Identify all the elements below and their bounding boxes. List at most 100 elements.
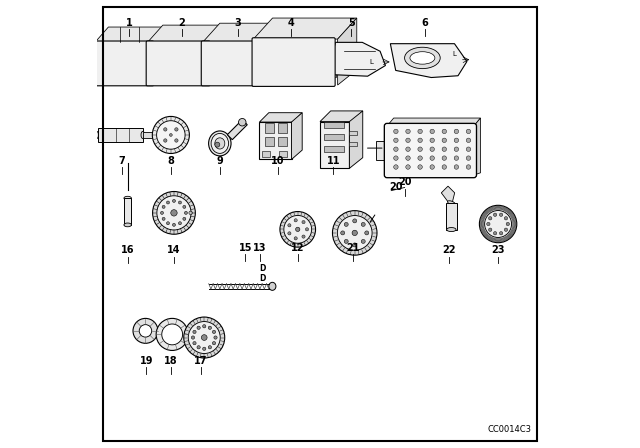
Bar	[185, 332, 195, 337]
Text: 17: 17	[195, 356, 208, 366]
Polygon shape	[387, 118, 481, 126]
Polygon shape	[390, 44, 467, 78]
Circle shape	[288, 224, 291, 227]
Circle shape	[430, 156, 435, 160]
Polygon shape	[259, 113, 302, 122]
Circle shape	[442, 165, 447, 169]
Ellipse shape	[141, 131, 145, 138]
Circle shape	[418, 138, 422, 142]
Circle shape	[280, 211, 316, 247]
Text: 6: 6	[421, 18, 428, 28]
Circle shape	[162, 217, 165, 220]
Text: 20: 20	[398, 177, 412, 188]
Circle shape	[288, 232, 291, 235]
Circle shape	[430, 138, 435, 142]
Circle shape	[361, 239, 365, 243]
Circle shape	[208, 326, 211, 329]
Circle shape	[294, 237, 298, 240]
Bar	[287, 56, 298, 66]
Bar	[124, 198, 131, 225]
Circle shape	[467, 156, 470, 160]
Circle shape	[175, 139, 178, 142]
Circle shape	[430, 147, 435, 151]
Bar	[271, 44, 282, 53]
Circle shape	[157, 121, 185, 149]
Bar	[163, 50, 209, 77]
Circle shape	[284, 215, 312, 243]
Circle shape	[484, 211, 511, 237]
Circle shape	[183, 217, 186, 220]
Polygon shape	[349, 111, 363, 168]
Circle shape	[162, 205, 165, 208]
Circle shape	[454, 156, 459, 160]
Circle shape	[493, 213, 497, 216]
Bar	[303, 44, 315, 53]
Circle shape	[344, 239, 348, 243]
Bar	[278, 137, 287, 146]
Circle shape	[430, 165, 435, 169]
Circle shape	[467, 165, 470, 169]
Text: 23: 23	[492, 245, 505, 255]
Polygon shape	[158, 27, 172, 85]
Text: 7: 7	[118, 156, 125, 166]
Circle shape	[197, 326, 200, 329]
Text: 19: 19	[140, 356, 153, 366]
Circle shape	[418, 147, 422, 151]
Circle shape	[488, 228, 492, 232]
Polygon shape	[203, 23, 291, 43]
Circle shape	[394, 147, 398, 151]
Text: D: D	[259, 274, 266, 283]
Text: D: D	[259, 264, 266, 273]
Circle shape	[430, 129, 435, 134]
Circle shape	[152, 116, 189, 154]
Circle shape	[202, 335, 207, 340]
Circle shape	[442, 129, 447, 134]
Circle shape	[179, 222, 182, 225]
Circle shape	[152, 191, 195, 234]
Circle shape	[340, 231, 345, 235]
Circle shape	[442, 156, 447, 160]
Circle shape	[454, 147, 459, 151]
Circle shape	[394, 138, 398, 142]
Circle shape	[156, 319, 188, 350]
Ellipse shape	[447, 228, 456, 232]
Text: 2: 2	[179, 18, 186, 28]
Circle shape	[184, 211, 188, 214]
Text: 21: 21	[347, 243, 360, 253]
Bar	[216, 50, 273, 77]
Circle shape	[188, 322, 220, 353]
Circle shape	[191, 336, 195, 339]
Bar	[166, 56, 177, 71]
Bar	[248, 56, 257, 71]
Bar	[319, 56, 331, 66]
Circle shape	[140, 325, 152, 337]
FancyBboxPatch shape	[146, 41, 210, 86]
Ellipse shape	[135, 51, 145, 72]
Polygon shape	[227, 120, 247, 140]
Circle shape	[467, 147, 470, 151]
Text: 10: 10	[271, 156, 284, 166]
Circle shape	[418, 129, 422, 134]
Circle shape	[499, 213, 503, 216]
Circle shape	[353, 219, 356, 223]
Circle shape	[337, 215, 372, 250]
Circle shape	[344, 222, 348, 226]
Ellipse shape	[404, 47, 440, 69]
Bar	[349, 142, 357, 146]
Polygon shape	[474, 118, 481, 175]
Polygon shape	[326, 43, 385, 76]
Polygon shape	[338, 18, 356, 85]
Text: 11: 11	[326, 156, 340, 166]
Bar	[271, 56, 282, 66]
Ellipse shape	[84, 52, 94, 71]
Bar	[390, 130, 470, 171]
Circle shape	[294, 219, 298, 222]
Circle shape	[133, 319, 158, 343]
Circle shape	[406, 165, 410, 169]
Circle shape	[332, 211, 377, 255]
Bar	[320, 121, 349, 168]
Circle shape	[203, 347, 206, 350]
Circle shape	[394, 165, 398, 169]
Text: 12: 12	[291, 243, 305, 253]
Bar	[287, 44, 298, 53]
